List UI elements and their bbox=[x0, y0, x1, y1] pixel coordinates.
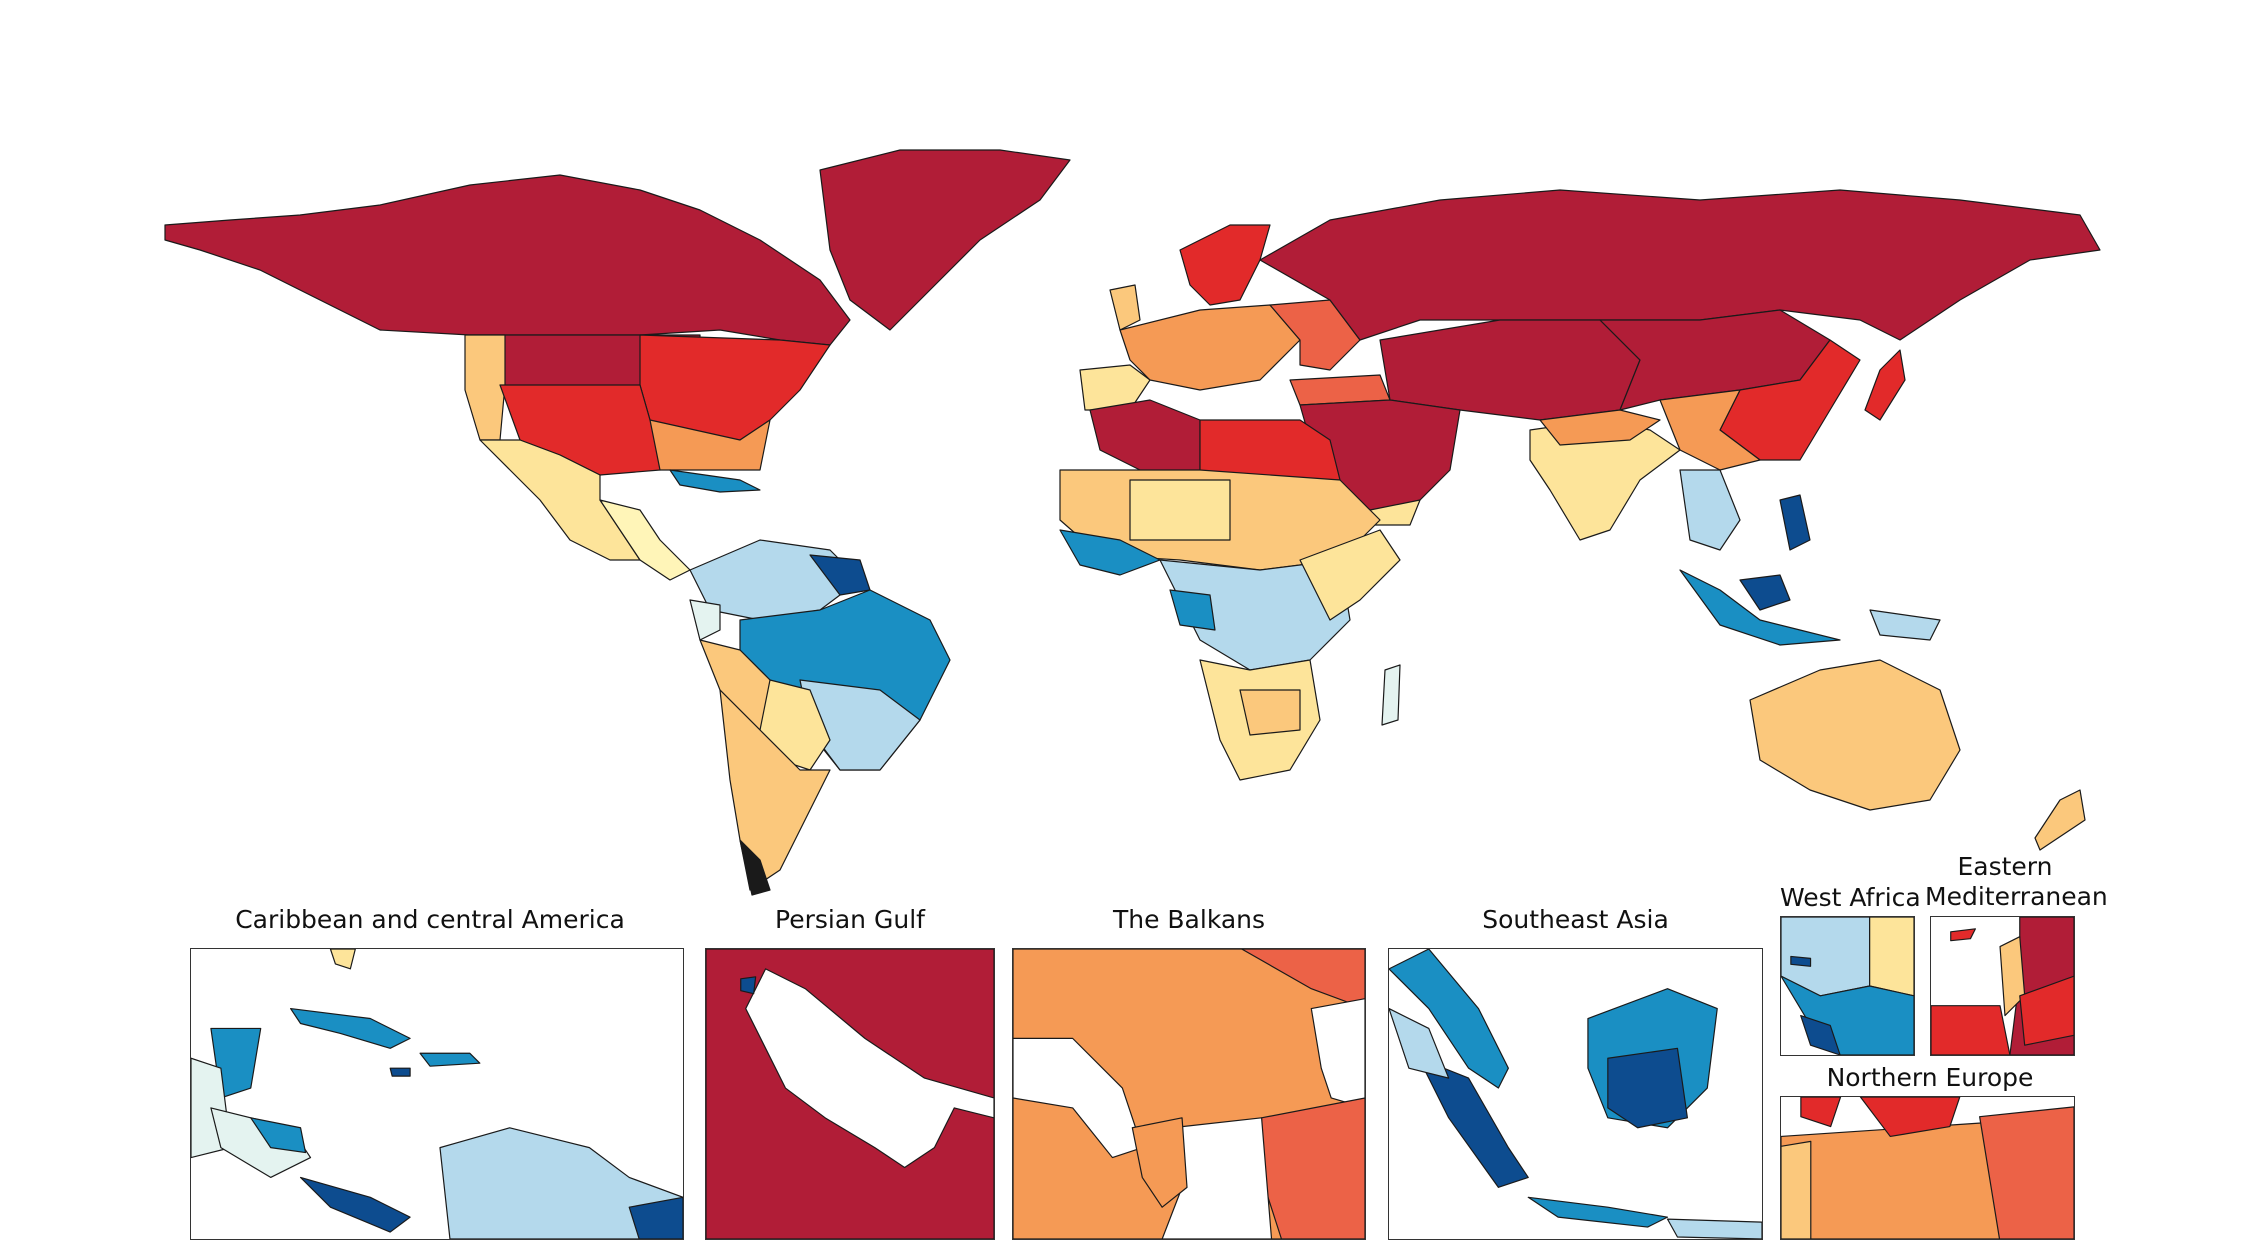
indochina bbox=[1679, 469, 1741, 551]
inset-gambia bbox=[1790, 955, 1812, 967]
west-africa-inset-title: West Africa bbox=[1780, 883, 1921, 912]
sahel-center bbox=[1129, 479, 1231, 541]
east-africa bbox=[1299, 529, 1401, 621]
canada-alaska bbox=[164, 174, 851, 346]
inset-jordan bbox=[2019, 975, 2074, 1046]
northern-europe-inset-title: Northern Europe bbox=[1826, 1063, 2034, 1092]
caribbean-inset bbox=[190, 948, 684, 1240]
balkans-inset-title: The Balkans bbox=[1112, 905, 1266, 934]
inset-hispaniola bbox=[419, 1052, 481, 1067]
usa-southeast bbox=[649, 419, 771, 471]
inset-bali-lesser bbox=[1666, 1218, 1762, 1239]
world-map bbox=[164, 149, 2101, 896]
new-zealand bbox=[2034, 789, 2086, 851]
indonesia bbox=[1679, 569, 1841, 646]
inset-java bbox=[1527, 1196, 1669, 1228]
inset-balkans-east bbox=[1241, 949, 1365, 1010]
inset-cyprus bbox=[1950, 928, 1976, 942]
balkans-inset bbox=[1012, 948, 1366, 1240]
inset-kuwait bbox=[740, 976, 757, 995]
southeast-asia-inset bbox=[1388, 948, 1763, 1240]
inset-colombia-venezuela bbox=[439, 1127, 683, 1239]
eastern-med-inset-title-1: Eastern bbox=[1957, 852, 2053, 881]
madagascar bbox=[1381, 664, 1401, 726]
inset-scandinavia bbox=[1859, 1097, 1961, 1138]
caribbean-inset-title: Caribbean and central America bbox=[235, 905, 625, 934]
persian-gulf-inset-title: Persian Gulf bbox=[775, 905, 925, 934]
southeast-asia-inset-title: Southeast Asia bbox=[1482, 905, 1669, 934]
inset-jamaica bbox=[389, 1067, 411, 1077]
japan bbox=[1864, 349, 1906, 421]
inset-florida bbox=[329, 949, 356, 970]
inset-cuba bbox=[289, 1007, 411, 1049]
scandinavia bbox=[1179, 224, 1271, 306]
inset-borneo-south bbox=[1607, 1047, 1688, 1129]
inset-guyana bbox=[628, 1196, 683, 1239]
inset-uk bbox=[1781, 1140, 1812, 1239]
iberia bbox=[1079, 364, 1151, 411]
inset-sumatra-north bbox=[1389, 1007, 1450, 1079]
philippines bbox=[1779, 494, 1811, 551]
russia bbox=[1259, 189, 2101, 341]
inset-turkey bbox=[1260, 1097, 1365, 1239]
persian-gulf-inset bbox=[705, 948, 995, 1240]
greenland bbox=[819, 149, 1071, 331]
inset-sumatra bbox=[1418, 1057, 1529, 1188]
eastern-med-inset-title-2: Mediterranean bbox=[1925, 882, 2108, 911]
australia bbox=[1749, 659, 1961, 811]
cuba bbox=[669, 469, 761, 493]
inset-norway bbox=[1800, 1097, 1842, 1128]
new-guinea bbox=[1869, 609, 1941, 641]
eastern-med-inset bbox=[1930, 916, 2075, 1056]
inset-malay-peninsula bbox=[1389, 949, 1509, 1089]
north-africa-west bbox=[1089, 399, 1201, 476]
inset-honduras bbox=[250, 1117, 307, 1154]
ecuador bbox=[689, 599, 721, 641]
borneo bbox=[1739, 574, 1791, 611]
southern-africa-mid bbox=[1239, 689, 1301, 736]
west-africa-coast bbox=[1059, 529, 1161, 576]
congo-west bbox=[1169, 589, 1216, 631]
inset-mali bbox=[1869, 917, 1914, 997]
inset-greece bbox=[1131, 1117, 1188, 1208]
inset-gulf-water bbox=[745, 968, 994, 1169]
patagonia bbox=[739, 839, 771, 896]
inset-adriatic bbox=[1013, 1037, 1143, 1159]
usa-west bbox=[464, 334, 506, 441]
inset-ne-east bbox=[1979, 1106, 2074, 1239]
chile-argentina bbox=[719, 689, 831, 891]
inset-egypt bbox=[1931, 1005, 2011, 1055]
india-north bbox=[1539, 409, 1661, 446]
inset-liberia bbox=[1800, 1014, 1841, 1055]
west-africa-inset bbox=[1780, 916, 1915, 1056]
uk bbox=[1109, 284, 1141, 331]
northern-europe-inset bbox=[1780, 1096, 2075, 1240]
inset-panama bbox=[299, 1176, 411, 1233]
western-europe bbox=[1119, 304, 1301, 391]
